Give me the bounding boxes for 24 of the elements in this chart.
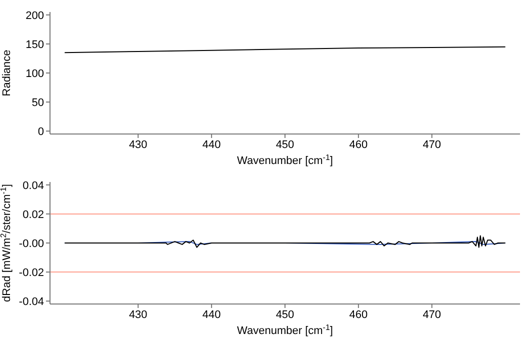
y-axis-title: Radiance — [1, 50, 13, 96]
x-tick-label: 450 — [276, 308, 294, 321]
x-axis-title: Wavenumber [cm$^{-1}$] — [237, 322, 333, 337]
y-tick-label: -0.04 — [18, 296, 44, 308]
x-tick-label: 440 — [202, 138, 221, 151]
y-tick-label: 200 — [26, 10, 44, 22]
y-tick-label: -0.02 — [18, 266, 44, 279]
x-tick-label: 440 — [202, 308, 221, 321]
y-tick-label: 0 — [38, 126, 44, 138]
x-tick-label: 430 — [128, 308, 148, 321]
x-axis-title: Wavenumber [cm$^{-1}$] — [237, 152, 333, 167]
y-tick-label: 100 — [26, 68, 44, 80]
y-tick-label: 50 — [32, 96, 44, 109]
x-tick-label: 470 — [422, 308, 442, 321]
x-tick-label: 460 — [349, 308, 368, 321]
line-series — [64, 235, 506, 248]
y-tick-label: -0.00 — [18, 238, 44, 250]
y-tick-label: 0.02 — [22, 208, 44, 221]
y-tick-label: 150 — [26, 38, 44, 51]
y-tick-label: 0.04 — [22, 180, 44, 192]
x-tick-label: 450 — [276, 138, 294, 151]
x-tick-label: 430 — [128, 138, 148, 151]
x-tick-label: 470 — [422, 138, 442, 151]
x-tick-label: 460 — [349, 138, 368, 151]
